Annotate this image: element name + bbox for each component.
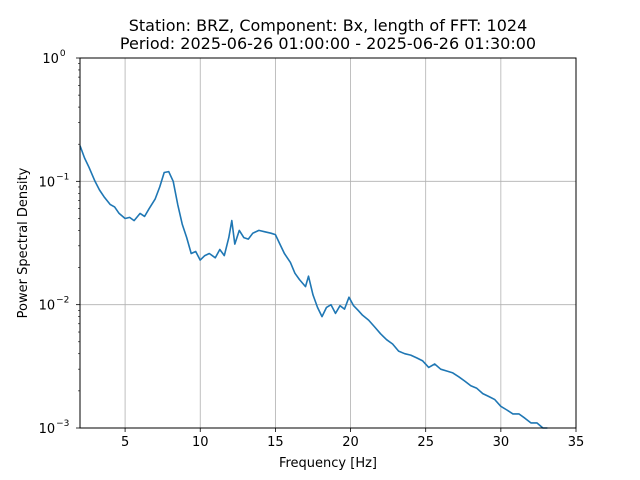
psd-series-line (79, 145, 548, 429)
x-tick-label: 10 (192, 435, 209, 450)
y-tick-label: 10−3 (39, 419, 70, 437)
series-line-group (79, 145, 548, 429)
x-tick-label: 15 (267, 435, 284, 450)
y-tick-exponent: −3 (56, 419, 69, 429)
chart-title-line1: Station: BRZ, Component: Bx, length of F… (129, 16, 528, 35)
x-tick-label: 30 (493, 435, 510, 450)
y-tick-exponent: −1 (56, 172, 69, 182)
x-tick-label: 20 (342, 435, 359, 450)
x-axis-ticks: 5 10 15 20 25 30 35 (121, 428, 584, 450)
x-tick-label: 25 (417, 435, 434, 450)
chart-title-line2: Period: 2025-06-26 01:00:00 - 2025-06-26… (120, 34, 536, 53)
y-axis-label: Power Spectral Density (16, 167, 31, 318)
plot-frame (79, 57, 577, 429)
y-tick-label: 10−1 (39, 172, 70, 190)
y-tick-label: 100 (42, 49, 66, 67)
grid-lines (80, 57, 577, 429)
y-tick-exponent: 0 (60, 49, 66, 59)
y-axis-ticks: 10−3 10−2 10−1 100 (39, 49, 80, 437)
y-tick-exponent: −2 (56, 296, 69, 306)
y-tick-label: 10−2 (39, 296, 70, 314)
x-tick-label: 5 (121, 435, 129, 450)
x-axis-label: Frequency [Hz] (279, 456, 377, 471)
x-tick-label: 35 (568, 435, 585, 450)
